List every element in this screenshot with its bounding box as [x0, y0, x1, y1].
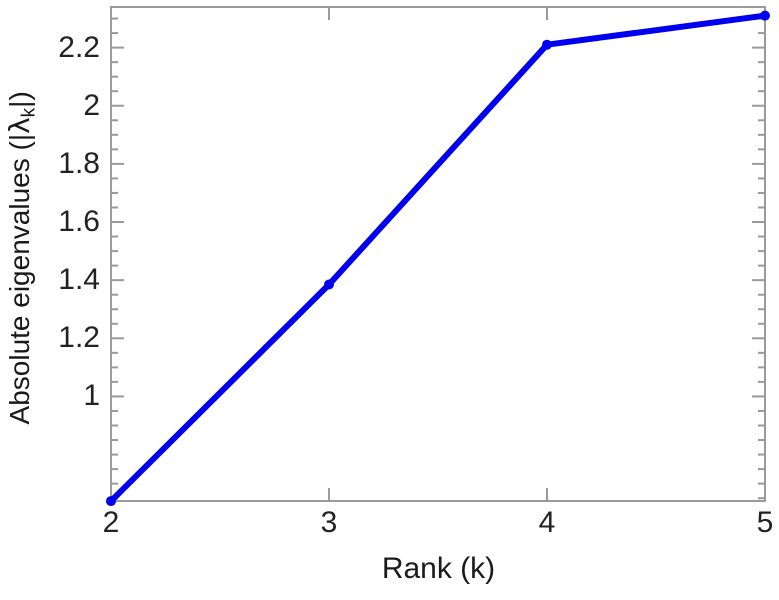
- x-axis-title: Rank (k): [381, 552, 496, 585]
- y-tick-label: 1.4: [58, 263, 100, 297]
- y-axis-title-text: Absolute eigenvalues (|λk|): [3, 91, 41, 424]
- y-tick-label: 1.6: [58, 205, 100, 239]
- x-tick-label: 4: [538, 506, 556, 539]
- y-tick-label: 2.2: [58, 30, 100, 64]
- y-tick-label: 1.2: [58, 321, 100, 355]
- x-tick-label: 2: [102, 506, 120, 539]
- y-tick-label: 2: [83, 88, 100, 122]
- y-axis-title: Absolute eigenvalues (|λk|): [0, 0, 44, 516]
- y-tick-label: 1: [83, 379, 100, 413]
- x-tick-label: 5: [756, 506, 774, 539]
- y-tick-label: 1.8: [58, 146, 100, 180]
- x-tick-label: 3: [320, 506, 338, 539]
- plot-area: [110, 6, 766, 502]
